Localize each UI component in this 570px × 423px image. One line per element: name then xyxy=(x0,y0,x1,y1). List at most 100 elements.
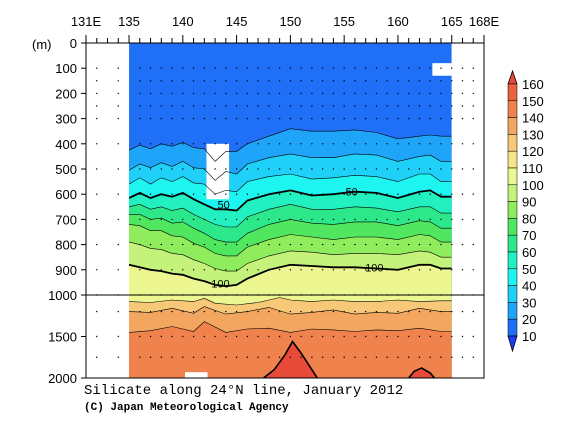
sample-point xyxy=(246,92,249,95)
sample-point xyxy=(321,67,324,69)
sample-point xyxy=(214,105,216,107)
sample-point xyxy=(332,243,335,246)
sample-point xyxy=(117,143,119,145)
sample-point xyxy=(311,80,313,82)
sample-point xyxy=(332,310,335,313)
sample-point xyxy=(429,80,431,82)
sample-point xyxy=(300,269,302,271)
sample-point xyxy=(214,80,216,82)
sample-point xyxy=(472,269,474,271)
sample-point xyxy=(429,269,431,271)
sample-point xyxy=(225,243,227,246)
sample-point xyxy=(171,356,173,358)
colorbar-label: 30 xyxy=(522,295,536,310)
sample-point xyxy=(257,310,259,313)
sample-point xyxy=(451,310,453,313)
sample-point xyxy=(268,117,270,120)
sample-point xyxy=(268,143,270,145)
sample-point xyxy=(203,80,206,82)
contour-line-50 xyxy=(129,189,452,212)
sample-point xyxy=(160,243,162,246)
sample-point xyxy=(418,168,421,170)
sample-point xyxy=(171,243,173,246)
missing-data-region-2 xyxy=(184,372,208,378)
sample-point xyxy=(397,310,399,313)
sample-point xyxy=(397,193,399,195)
sample-point xyxy=(440,168,442,170)
sample-point xyxy=(332,67,335,69)
sample-point xyxy=(182,92,184,95)
contour-line-70 xyxy=(129,214,452,243)
sample-point xyxy=(257,105,259,107)
sample-point xyxy=(203,117,206,120)
sample-point xyxy=(386,269,388,271)
sample-point xyxy=(225,143,227,145)
sample-point xyxy=(235,310,238,313)
sample-point xyxy=(139,143,141,145)
sample-point xyxy=(289,117,292,120)
sample-point xyxy=(214,269,216,271)
sample-point xyxy=(375,335,378,338)
sample-point xyxy=(203,243,206,246)
colorbar-label: 80 xyxy=(522,211,536,226)
sample-point xyxy=(311,168,313,170)
x-tick-label: 168E xyxy=(469,14,500,29)
sample-point xyxy=(257,80,259,82)
sample-point xyxy=(278,269,281,271)
sample-point xyxy=(354,67,356,69)
sample-point xyxy=(96,269,98,271)
sample-point xyxy=(96,193,98,195)
sample-point xyxy=(300,335,302,338)
sample-point xyxy=(182,67,184,69)
sample-point xyxy=(182,193,184,195)
sample-point xyxy=(332,356,335,358)
sample-point xyxy=(96,218,98,221)
sample-point xyxy=(278,117,281,120)
sample-point xyxy=(203,269,206,271)
sample-point xyxy=(268,335,270,338)
sample-point xyxy=(246,67,249,69)
sample-point xyxy=(386,80,388,82)
sample-point xyxy=(96,117,98,120)
sample-point xyxy=(278,143,281,145)
sample-point xyxy=(451,356,453,358)
sample-point xyxy=(203,105,206,107)
sample-point xyxy=(160,117,162,120)
sample-point xyxy=(461,80,464,82)
sample-point xyxy=(117,67,119,69)
sample-point xyxy=(289,310,292,313)
sample-point xyxy=(139,105,141,107)
x-tick-label: 140 xyxy=(172,14,194,29)
sample-point xyxy=(214,143,216,145)
sample-point xyxy=(300,243,302,246)
sample-point xyxy=(300,92,302,95)
sample-point xyxy=(461,117,464,120)
sample-point xyxy=(343,243,345,246)
sample-point xyxy=(96,92,98,95)
sample-point xyxy=(182,218,184,221)
x-tick-label: 145 xyxy=(226,14,248,29)
sample-point xyxy=(343,218,345,221)
sample-point xyxy=(321,269,324,271)
sample-point xyxy=(440,80,442,82)
sample-point xyxy=(461,168,464,170)
colorbar-label: 50 xyxy=(522,262,536,277)
sample-point xyxy=(171,67,173,69)
sample-point xyxy=(354,310,356,313)
sample-point xyxy=(182,143,184,145)
sample-point xyxy=(440,310,442,313)
sample-point xyxy=(440,117,442,120)
sample-point xyxy=(418,67,421,69)
sample-point xyxy=(364,92,367,95)
contour-line-130 xyxy=(129,306,452,315)
sample-point xyxy=(96,310,98,313)
sample-point xyxy=(364,143,367,145)
sample-point xyxy=(192,243,195,246)
sample-point xyxy=(117,193,119,195)
sample-point xyxy=(343,80,345,82)
sample-point xyxy=(418,335,421,338)
sample-point xyxy=(139,193,141,195)
sample-point xyxy=(397,243,399,246)
x-tick-label: 150 xyxy=(280,14,302,29)
sample-point xyxy=(203,168,206,170)
